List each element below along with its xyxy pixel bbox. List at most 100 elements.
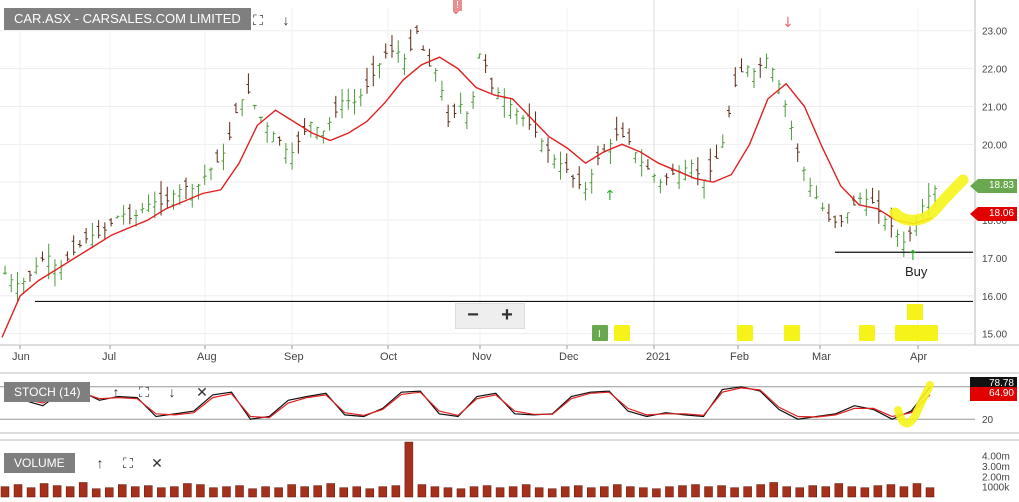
volume-bar — [365, 488, 375, 498]
volume-bar — [391, 485, 401, 498]
volume-bar — [78, 482, 88, 498]
arrow-down-icon[interactable]: ↓ — [168, 384, 176, 400]
zoom-out-button[interactable]: − — [467, 304, 479, 326]
volume-bar — [665, 486, 674, 498]
volume-bar — [626, 486, 635, 498]
highlighter-stroke — [889, 174, 969, 226]
volume-bar — [261, 486, 270, 498]
volume-bar — [274, 487, 283, 498]
event-marker-icon — [859, 325, 875, 341]
arrow-down-icon[interactable]: ↓ — [282, 12, 290, 28]
event-marker-icon — [737, 325, 753, 341]
x-tick-label: Jun — [12, 351, 30, 363]
volume-bar — [300, 486, 309, 498]
fullscreen-icon[interactable]: ⛶ — [139, 384, 149, 400]
fullscreen-icon[interactable]: ⛶ — [123, 455, 133, 471]
volume-tick-label: 3.00m — [982, 462, 1010, 473]
event-marker-icon — [908, 325, 924, 341]
volume-bar — [821, 486, 831, 498]
volume-bar — [417, 484, 427, 498]
event-marker-icon — [907, 304, 923, 320]
event-marker-icon — [614, 325, 630, 341]
x-tick-label: 2021 — [646, 351, 670, 363]
volume-label[interactable]: VOLUME — [4, 453, 75, 473]
x-tick-label: Dec — [559, 351, 579, 363]
volume-bar — [886, 484, 896, 498]
close-icon[interactable]: ✕ — [196, 384, 208, 400]
alert-flag-icon[interactable]: ! — [453, 0, 462, 11]
volume-bar — [560, 486, 570, 498]
volume-bar — [652, 488, 661, 498]
volume-bar — [769, 482, 778, 498]
volume-bar — [534, 487, 544, 498]
zoom-in-button[interactable]: + — [501, 304, 513, 326]
volume-bar — [847, 486, 857, 498]
event-marker-icon — [784, 325, 800, 341]
fullscreen-icon[interactable]: ⛶ — [253, 12, 263, 28]
y-tick-label: 21.00 — [982, 102, 1007, 113]
stoch-d-tag: 64.90 — [970, 387, 1017, 401]
volume-bar — [104, 487, 114, 498]
volume-bar — [456, 488, 466, 498]
buy-label: Buy — [905, 264, 928, 279]
volume-bar — [860, 487, 870, 498]
volume-bar — [834, 483, 844, 498]
arrow-up-icon[interactable]: ↑ — [96, 455, 104, 471]
volume-bar — [118, 484, 127, 498]
volume-bar — [352, 486, 362, 498]
volume-bar — [326, 483, 335, 498]
volume-bar — [469, 486, 479, 498]
volume-bar — [13, 484, 23, 498]
y-tick-label: 22.00 — [982, 65, 1007, 76]
volume-bar — [430, 486, 440, 498]
volume-bar — [600, 486, 609, 498]
volume-bar — [235, 485, 244, 498]
volume-bar — [339, 487, 348, 498]
volume-tick-label: 1000k — [982, 483, 1010, 494]
arrow-up-icon[interactable]: ↑ — [112, 384, 120, 400]
volume-bar — [795, 487, 804, 498]
volume-bar — [157, 487, 166, 498]
volume-bar — [639, 487, 648, 498]
event-marker-icon — [592, 325, 608, 341]
close-icon[interactable]: ✕ — [151, 455, 163, 471]
volume-bar — [508, 486, 518, 498]
stoch-label[interactable]: STOCH (14) — [4, 382, 91, 402]
buy-signal-arrow-icon: ↑ — [907, 248, 919, 264]
stoch-level-label: 20 — [982, 415, 994, 426]
y-tick-label: 15.00 — [982, 330, 1007, 341]
volume-bar — [443, 487, 453, 498]
volume-bar — [0, 486, 10, 498]
x-tick-label: Mar — [812, 351, 831, 363]
event-marker-icon — [895, 325, 911, 341]
volume-bar — [756, 484, 765, 498]
volume-bar — [521, 484, 531, 498]
volume-bar — [573, 485, 583, 498]
y-tick-label: 18.00 — [982, 216, 1007, 227]
x-tick-label: Aug — [197, 351, 217, 363]
volume-bar — [209, 487, 218, 498]
buy-signal-arrow-icon: ↑ — [604, 188, 616, 204]
volume-bar — [691, 484, 700, 498]
volume-bar — [730, 487, 739, 498]
volume-bar — [222, 486, 231, 498]
stoch-highlighter-stroke — [894, 381, 934, 428]
y-tick-label: 16.00 — [982, 292, 1007, 303]
volume-bar — [313, 485, 322, 498]
volume-bar — [91, 488, 101, 498]
volume-tick-label: 2.00m — [982, 472, 1010, 483]
volume-bar — [678, 485, 687, 498]
volume-bar — [39, 483, 49, 498]
y-tick-label: 20.00 — [982, 140, 1007, 151]
ma-price-tag: 18.06 — [970, 207, 1017, 221]
current-price-tag: 18.83 — [970, 179, 1017, 193]
volume-bar — [873, 485, 883, 498]
x-tick-label: Feb — [730, 351, 749, 363]
volume-bar — [912, 483, 922, 498]
volume-bar — [65, 486, 75, 498]
volume-bar — [613, 484, 622, 498]
x-tick-label: Sep — [284, 351, 304, 363]
volume-bar — [404, 441, 414, 498]
volume-bar — [144, 485, 153, 498]
